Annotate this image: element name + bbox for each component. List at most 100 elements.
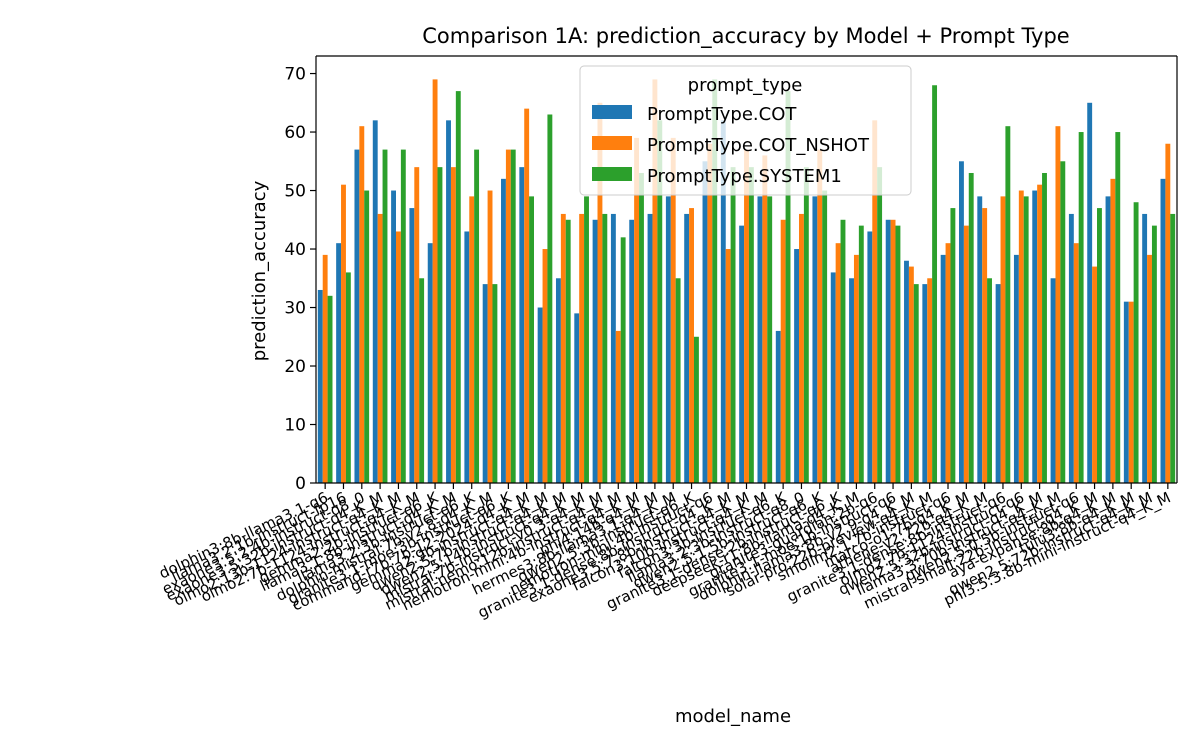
bar [940, 254, 946, 483]
legend-label: PromptType.COT_NSHOT [647, 135, 870, 156]
bar [799, 213, 804, 483]
bar [414, 167, 420, 483]
bar [437, 167, 443, 483]
bar [803, 167, 809, 483]
bar [620, 237, 626, 483]
y-tick-label: 50 [284, 182, 306, 202]
bar [665, 196, 671, 483]
y-tick-label: 30 [284, 299, 306, 319]
bar [482, 284, 488, 483]
legend-title: prompt_type [688, 75, 803, 96]
bar [995, 284, 1001, 483]
bar [963, 225, 969, 483]
bar [391, 190, 396, 483]
bar [1115, 132, 1121, 484]
bar [1133, 202, 1139, 484]
bar [529, 196, 534, 483]
bar [730, 167, 736, 483]
bar [419, 278, 425, 483]
bar [409, 208, 415, 483]
bar [739, 225, 745, 483]
bar [1097, 208, 1102, 483]
bar [689, 208, 694, 483]
bar [904, 260, 909, 483]
bar [487, 190, 493, 483]
bar [1050, 278, 1056, 483]
y-axis: 0 10 20 30 40 50 60 70 [284, 65, 316, 494]
bar [1160, 178, 1166, 483]
bar [579, 213, 585, 483]
bar [359, 126, 365, 483]
bar [1151, 225, 1157, 483]
bar [830, 272, 836, 483]
bar [432, 79, 438, 484]
bar [560, 213, 566, 483]
bar [1013, 254, 1019, 483]
bar [932, 85, 938, 483]
bar [510, 149, 516, 483]
legend-swatch [592, 105, 632, 119]
bar [1142, 213, 1148, 483]
bar [455, 91, 461, 483]
bar [354, 149, 360, 483]
bar [1023, 196, 1029, 483]
bar [1073, 243, 1079, 483]
bar [927, 278, 933, 483]
bar [1060, 161, 1066, 484]
bar [762, 155, 768, 483]
bar [1018, 190, 1024, 483]
bar [327, 295, 333, 483]
bar [647, 213, 653, 483]
bar [492, 284, 498, 483]
bar [835, 243, 841, 483]
bar [977, 196, 983, 483]
bar [565, 219, 571, 483]
bar [684, 213, 690, 483]
bar [1147, 254, 1152, 483]
bar [602, 213, 608, 483]
bar [395, 231, 401, 483]
bar [908, 266, 914, 483]
bar [744, 149, 749, 483]
y-tick-label: 0 [295, 474, 306, 494]
bar [1123, 301, 1129, 483]
y-tick-label: 40 [284, 240, 306, 260]
bar [712, 79, 718, 484]
bar [597, 102, 603, 483]
bar [748, 167, 754, 483]
bar [1042, 172, 1047, 484]
plot-area [315, 55, 1178, 484]
bar [849, 278, 854, 483]
bar [639, 172, 644, 484]
bar [858, 225, 864, 483]
legend-frame [579, 65, 912, 196]
bar [574, 313, 580, 483]
bar [890, 219, 896, 483]
legend-swatch [592, 167, 632, 181]
bar [950, 208, 956, 483]
chart-title: Comparison 1A: prediction_accuracy by Mo… [422, 24, 1069, 49]
bar [450, 167, 456, 483]
bar [317, 289, 323, 483]
bar [702, 161, 708, 484]
bar [427, 243, 433, 483]
bar [775, 330, 781, 483]
bar [1037, 184, 1043, 483]
bar [657, 120, 663, 483]
bar [885, 219, 891, 483]
bar [707, 143, 713, 484]
bar [780, 219, 786, 483]
bar [877, 167, 883, 483]
bar [1078, 132, 1084, 484]
bar [652, 79, 658, 484]
bar [872, 120, 878, 483]
bar [725, 249, 731, 483]
bar [1032, 190, 1038, 483]
bar [464, 231, 470, 483]
bar [987, 278, 992, 483]
legend-swatch [592, 136, 632, 150]
bar [469, 196, 475, 483]
bar [547, 114, 553, 484]
bar [1110, 178, 1116, 483]
bar [1087, 102, 1093, 483]
